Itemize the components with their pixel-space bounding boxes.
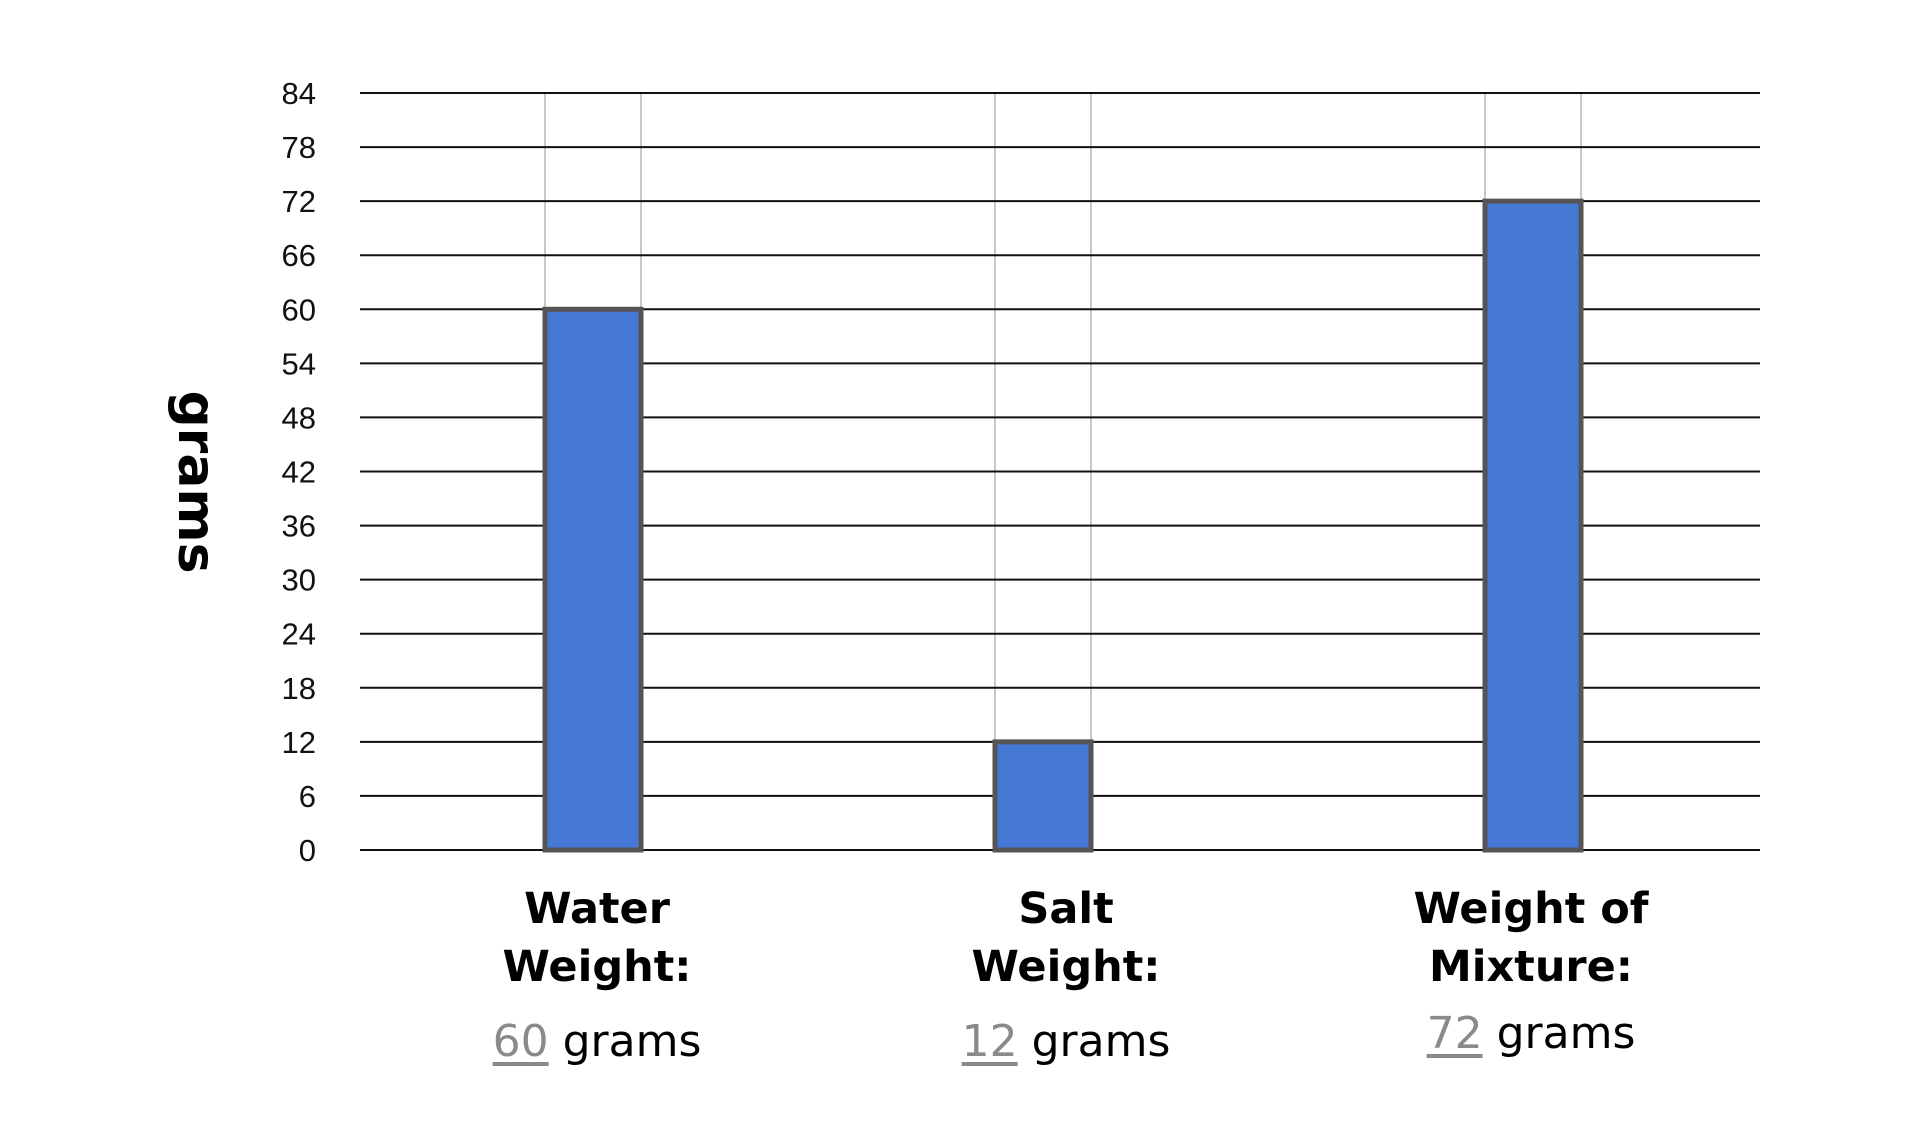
- y-tick-label: 18: [282, 671, 316, 706]
- category-label-line: Salt: [1018, 884, 1114, 934]
- category-label-line: Water: [524, 884, 670, 934]
- value-unit: grams: [562, 1016, 702, 1067]
- value-answer-water: 60 grams: [437, 1016, 757, 1067]
- value-number: 60: [492, 1016, 549, 1067]
- value-number: 72: [1426, 1008, 1483, 1059]
- category-label-salt: Salt Weight:: [906, 880, 1226, 996]
- value-number: 12: [961, 1016, 1018, 1067]
- bar-0: [542, 306, 644, 853]
- y-axis-label: grams: [166, 390, 226, 574]
- y-tick-label: 78: [282, 130, 316, 165]
- y-tick-label: 48: [282, 400, 316, 435]
- category-label-water: Water Weight:: [437, 880, 757, 996]
- value-unit: grams: [1031, 1016, 1171, 1067]
- y-tick-labels: 0 6 12 18 24 30 36 42 48 54 60 66 72 78 84: [282, 76, 316, 868]
- y-tick-label: 66: [282, 238, 316, 273]
- value-answer-salt: 12 grams: [906, 1016, 1226, 1067]
- y-tick-label: 42: [282, 455, 316, 490]
- y-tick-label: 0: [299, 833, 316, 868]
- y-tick-label: 84: [282, 76, 316, 111]
- y-tick-label: 30: [282, 563, 316, 598]
- value-answer-mixture: 72 grams: [1371, 1008, 1691, 1059]
- category-label-mixture: Weight of Mixture:: [1371, 880, 1691, 996]
- bar-2: [1482, 198, 1584, 853]
- value-unit: grams: [1496, 1008, 1636, 1059]
- y-tick-label: 72: [282, 184, 316, 219]
- y-tick-label: 12: [282, 725, 316, 760]
- category-label-line: Mixture:: [1429, 942, 1633, 992]
- y-tick-label: 6: [299, 779, 316, 814]
- y-tick-label: 60: [282, 292, 316, 327]
- bar-1: [992, 739, 1094, 853]
- y-tick-label: 36: [282, 509, 316, 544]
- category-label-line: Weight:: [502, 942, 692, 992]
- y-tick-label: 24: [282, 617, 316, 652]
- y-tick-label: 54: [282, 346, 316, 381]
- category-label-line: Weight of: [1413, 884, 1649, 934]
- category-label-line: Weight:: [971, 942, 1161, 992]
- bars: [542, 198, 1584, 853]
